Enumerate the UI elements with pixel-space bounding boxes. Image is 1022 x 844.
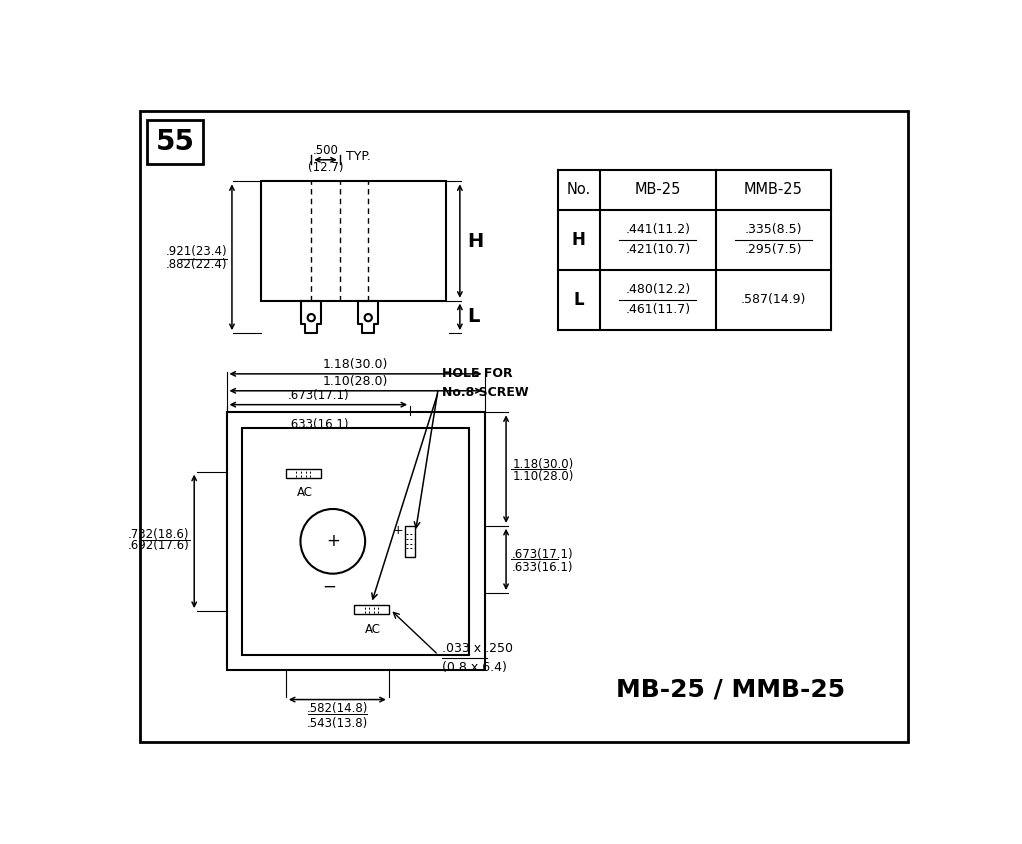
Text: AC: AC (296, 486, 313, 500)
Bar (262, 181, 446, 300)
Bar (227, 413, 484, 670)
Text: .921(23.4): .921(23.4) (166, 246, 227, 258)
Text: L: L (573, 291, 585, 309)
Text: .335(8.5): .335(8.5) (744, 224, 802, 236)
Text: HOLE FOR: HOLE FOR (443, 367, 513, 380)
Bar (286, 468, 321, 478)
Text: .633(16.1): .633(16.1) (287, 418, 350, 430)
Text: .295(7.5): .295(7.5) (744, 243, 802, 257)
Text: .673(17.1): .673(17.1) (512, 549, 573, 561)
Text: No.: No. (567, 182, 591, 197)
Text: MB-25: MB-25 (635, 182, 681, 197)
Text: 1.10(28.0): 1.10(28.0) (323, 376, 388, 388)
Bar (242, 428, 469, 655)
Text: L: L (467, 307, 480, 327)
Text: .633(16.1): .633(16.1) (512, 560, 573, 574)
Text: H: H (572, 231, 586, 249)
Text: .732(18.6): .732(18.6) (128, 528, 190, 541)
Text: (0.8 x 6.4): (0.8 x 6.4) (443, 661, 507, 674)
Text: −: − (322, 578, 336, 596)
Text: No.8 SCREW: No.8 SCREW (443, 387, 528, 399)
Circle shape (300, 509, 365, 574)
Circle shape (365, 314, 372, 322)
Text: .033 x .250: .033 x .250 (443, 642, 513, 655)
Text: .461(11.7): .461(11.7) (625, 304, 690, 316)
Text: .582(14.8): .582(14.8) (307, 702, 368, 715)
Text: 1.18(30.0): 1.18(30.0) (323, 358, 388, 371)
Text: .441(11.2): .441(11.2) (625, 224, 690, 236)
Bar (354, 605, 388, 614)
Circle shape (308, 314, 315, 322)
Text: 1.18(30.0): 1.18(30.0) (512, 458, 573, 471)
Text: .692(17.6): .692(17.6) (128, 539, 190, 553)
Bar (406, 526, 415, 557)
Text: .543(13.8): .543(13.8) (307, 717, 368, 729)
Text: TYP.: TYP. (345, 150, 371, 163)
Text: MMB-25: MMB-25 (744, 182, 802, 197)
Text: +: + (326, 533, 339, 550)
Text: (12.7): (12.7) (308, 161, 343, 175)
Text: .421(10.7): .421(10.7) (625, 243, 691, 257)
Text: .500: .500 (313, 143, 338, 157)
Text: .673(17.1): .673(17.1) (287, 389, 350, 403)
Text: AC: AC (365, 623, 381, 636)
Text: 55: 55 (155, 128, 194, 156)
Text: .587(14.9): .587(14.9) (741, 294, 806, 306)
Text: MB-25 / MMB-25: MB-25 / MMB-25 (616, 678, 845, 701)
Text: 1.10(28.0): 1.10(28.0) (512, 470, 573, 484)
Text: .480(12.2): .480(12.2) (625, 284, 691, 296)
Bar (147, 120, 202, 165)
Text: +: + (392, 524, 403, 537)
Text: H: H (467, 231, 483, 251)
Text: .882(22.4): .882(22.4) (166, 257, 227, 271)
